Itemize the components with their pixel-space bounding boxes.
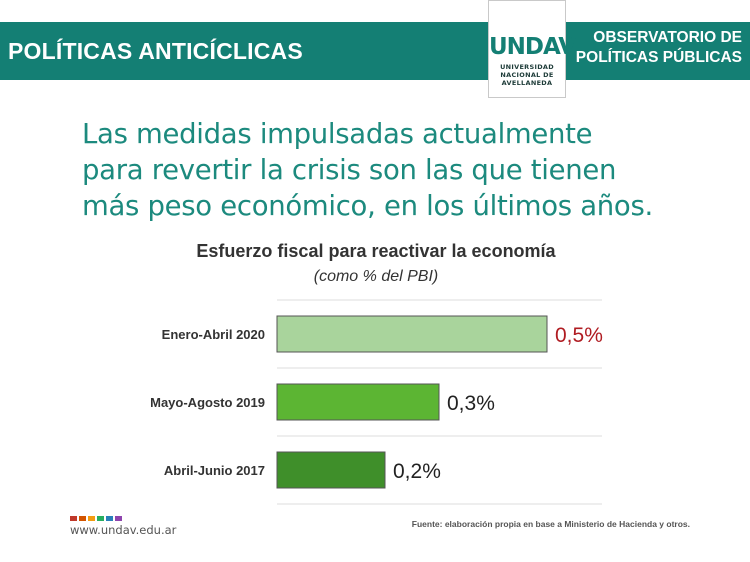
category-label: Enero-Abril 2020 [162,327,265,342]
brand-dot [115,516,122,521]
observatorio-line: OBSERVATORIO DE [593,29,742,46]
headline: Las medidas impulsadas actualmente para … [82,116,692,224]
logo-sub-line: UNIVERSIDAD [500,63,554,71]
brand-dots [70,516,124,521]
chart-title: Esfuerzo fiscal para reactivar la econom… [196,241,556,261]
brand-dot [79,516,86,521]
undav-logo[interactable]: UNDAV UNIVERSIDAD NACIONAL DE AVELLANEDA [488,0,576,98]
chart-grid [277,299,602,505]
data-label: 0,5% [555,324,603,347]
brand-dot [88,516,95,521]
bar [276,451,386,489]
header-band [0,22,750,80]
logo-sub-line: AVELLANEDA [501,79,553,87]
logo-subtitle: UNIVERSIDAD NACIONAL DE AVELLANEDA [489,63,565,87]
category-label: Mayo-Agosto 2019 [150,395,265,410]
page-title: POLÍTICAS ANTICÍCLICAS [8,38,303,64]
observatorio-label: OBSERVATORIO DE POLÍTICAS PÚBLICAS [562,28,742,68]
brand-dot [106,516,113,521]
data-label: 0,2% [393,460,441,483]
chart-subtitle: (como % del PBI) [314,268,438,285]
brand-dot [97,516,104,521]
source-note: Fuente: elaboración propia en base a Min… [411,519,690,529]
chart-bars: Enero-Abril 2020 0,5% Mayo-Agosto 2019 0,3%… [150,315,603,489]
headline-line: para revertir la crisis son las que tien… [82,154,617,186]
data-label: 0,3% [447,392,495,415]
footer-url[interactable]: www.undav.edu.ar [70,523,177,537]
headline-line: más peso económico, en los últimos años. [82,190,653,222]
logo-mark: UNDAV [489,34,576,60]
brand-dot [70,516,77,521]
logo-sub-line: NACIONAL DE [500,71,554,79]
category-label: Abril-Junio 2017 [164,463,265,478]
headline-line: Las medidas impulsadas actualmente [82,118,593,150]
bar [276,383,440,421]
observatorio-line: POLÍTICAS PÚBLICAS [575,49,742,66]
bar [276,315,548,353]
